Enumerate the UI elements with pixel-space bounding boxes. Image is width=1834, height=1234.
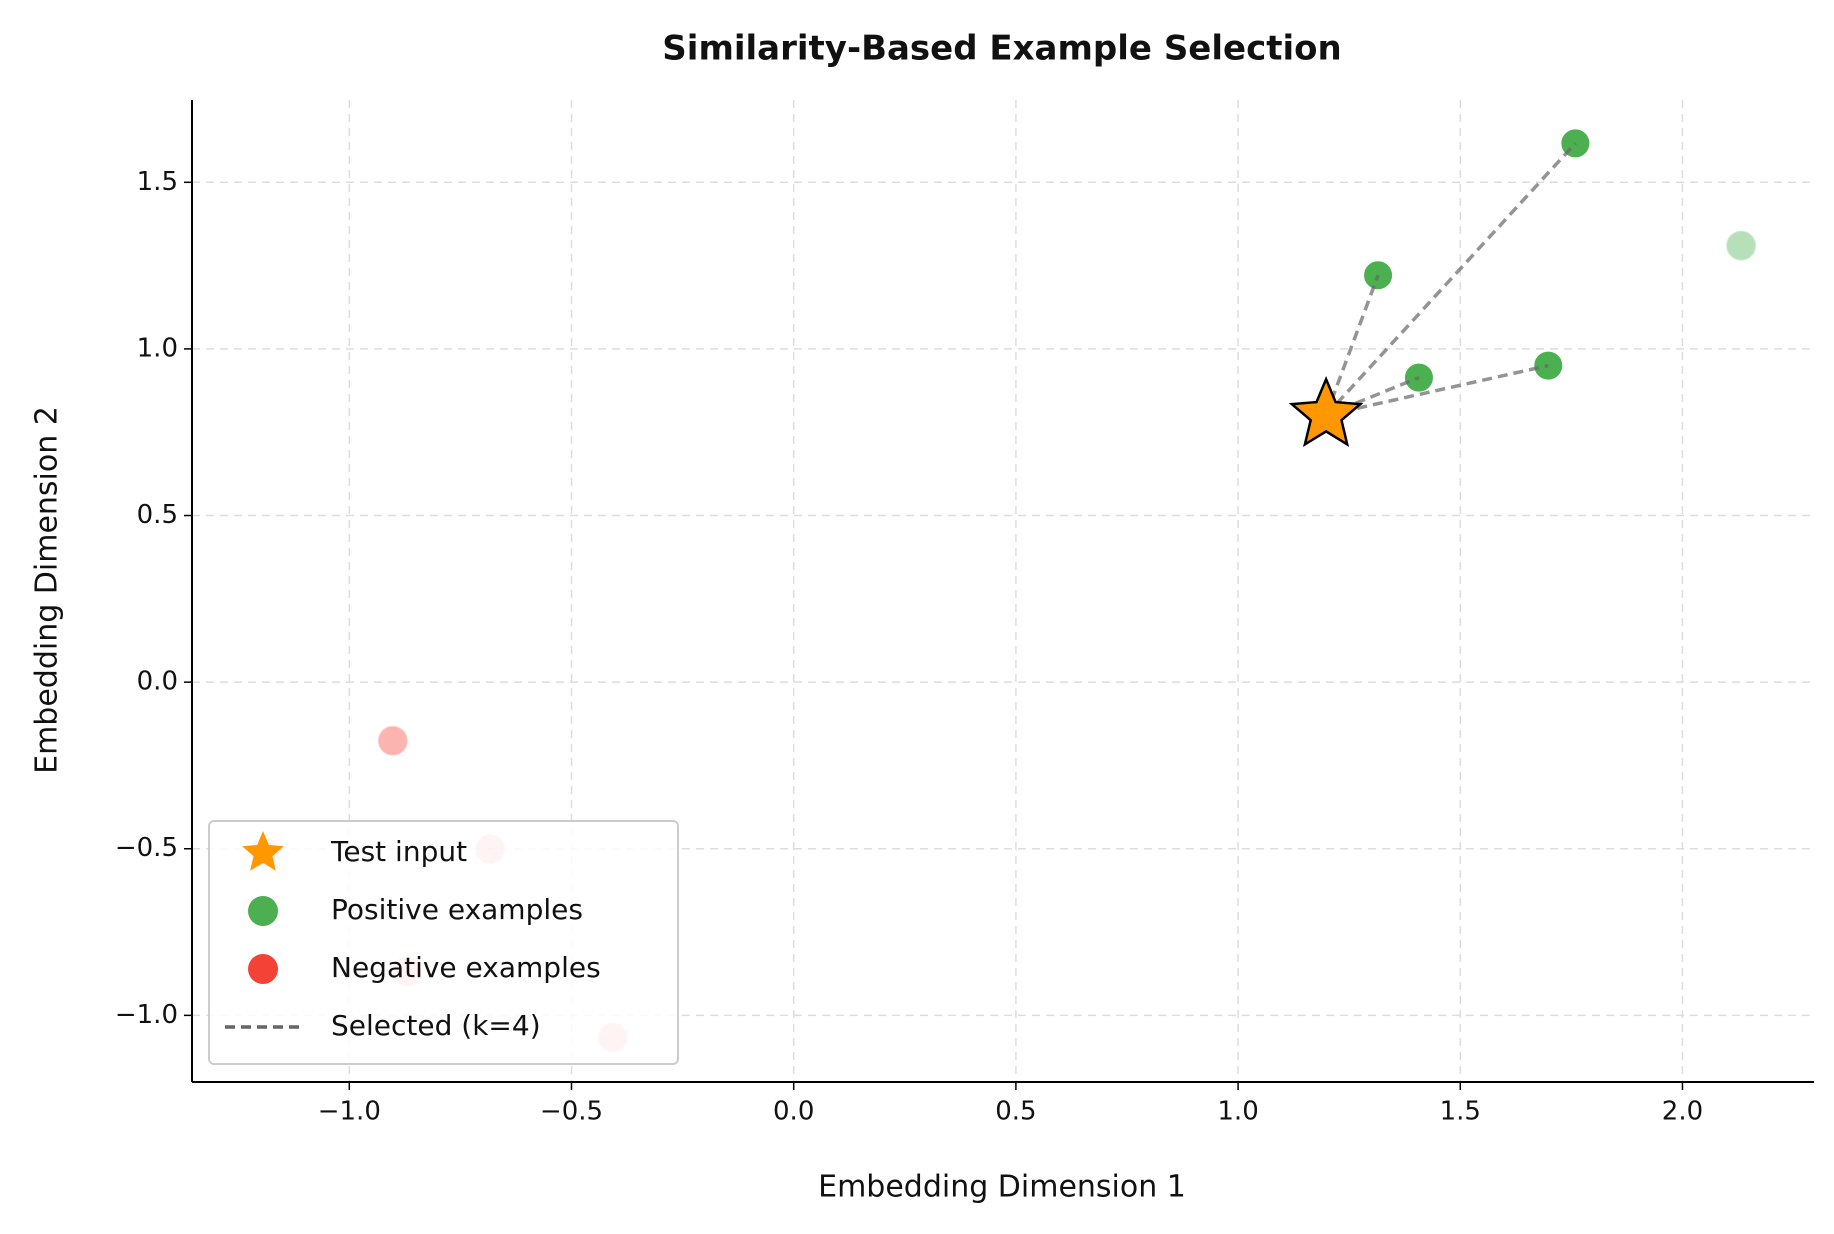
x-axis-label: Embedding Dimension 1 — [818, 1170, 1186, 1205]
legend-box — [208, 820, 679, 1065]
legend-label: Positive examples — [331, 893, 583, 926]
y-tick-label: 1.0 — [137, 333, 178, 363]
chart-title: Similarity-Based Example Selection — [662, 29, 1341, 69]
y-tick-label: 1.5 — [137, 167, 178, 197]
legend-marker — [248, 896, 278, 926]
selection-line — [1324, 274, 1380, 416]
x-tick-label: −0.5 — [540, 1097, 603, 1127]
legend-label: Test input — [330, 835, 467, 868]
x-tick-label: −1.0 — [318, 1097, 381, 1127]
legend-label: Selected (k=4) — [331, 1009, 541, 1042]
y-axis-label: Embedding Dimension 2 — [30, 406, 65, 774]
y-tick-label: 0.5 — [137, 500, 178, 530]
point — [1725, 229, 1758, 262]
x-tick-label: 0.0 — [773, 1097, 814, 1127]
legend-label: Negative examples — [331, 951, 601, 984]
selection-line — [1324, 142, 1577, 417]
y-tick-label: 0.0 — [137, 667, 178, 697]
x-tick-label: 1.0 — [1217, 1097, 1258, 1127]
test-point — [1288, 375, 1364, 448]
selection-line — [1325, 363, 1549, 417]
legend-marker — [242, 831, 284, 871]
x-tick-label: 2.0 — [1662, 1097, 1703, 1127]
legend-marker — [248, 954, 278, 984]
legend: Test input Positive examples Negative exam… — [208, 820, 679, 1065]
point — [376, 724, 409, 757]
x-tick-label: 0.5 — [995, 1097, 1036, 1127]
y-tick-label: −1.0 — [115, 1000, 178, 1030]
x-tick-label: 1.5 — [1440, 1097, 1481, 1127]
y-tick-label: −0.5 — [115, 833, 178, 863]
